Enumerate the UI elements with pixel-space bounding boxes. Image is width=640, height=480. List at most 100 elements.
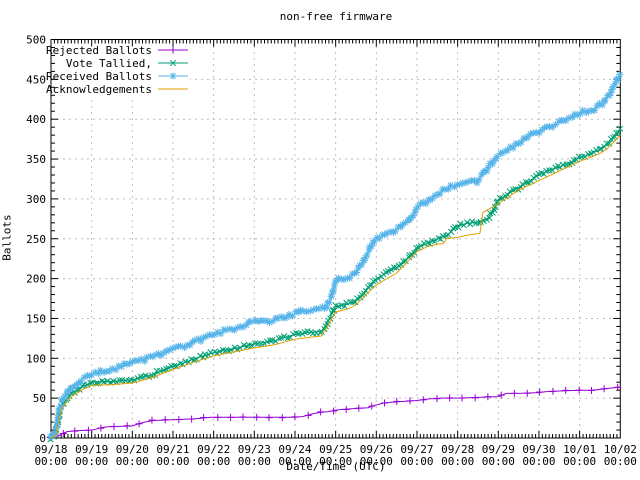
- marker-arm: [601, 143, 608, 151]
- x-tick-label-time: 00:00: [522, 455, 555, 468]
- marker-arm: [197, 352, 204, 359]
- marker-arm: [615, 129, 622, 136]
- marker-arm: [71, 389, 78, 396]
- marker-arm: [548, 167, 556, 174]
- marker-arm: [112, 366, 119, 373]
- x-tick-label-time: 00:00: [360, 455, 393, 468]
- series-line: [50, 386, 621, 439]
- marker-arm: [227, 346, 235, 354]
- marker-arm: [261, 340, 268, 347]
- legend-entry-label: Received Ballots: [46, 70, 152, 83]
- marker-arm: [574, 112, 581, 119]
- marker-arm: [563, 161, 570, 168]
- x-tick-label-time: 00:00: [441, 455, 474, 468]
- marker-arm: [577, 111, 584, 117]
- marker-arm: [87, 379, 94, 387]
- marker-arm: [341, 303, 348, 310]
- marker-arm: [280, 333, 288, 340]
- marker-arm: [338, 276, 345, 283]
- marker-arm: [546, 167, 553, 174]
- marker-arm: [78, 378, 85, 384]
- axis-ticks: [51, 39, 621, 438]
- marker-arm: [89, 379, 96, 386]
- marker-arm: [575, 153, 583, 160]
- x-tick-label-date: 10/01: [563, 443, 596, 456]
- marker-arm: [207, 349, 214, 356]
- marker-arm: [130, 377, 138, 384]
- marker-arm: [510, 145, 517, 152]
- y-tick-label: 500: [26, 34, 46, 47]
- series-line: [50, 134, 621, 439]
- marker-arm: [447, 182, 454, 189]
- marker-arm: [509, 186, 517, 193]
- marker-arm: [366, 282, 374, 289]
- marker-arm: [522, 178, 530, 186]
- marker-arm: [376, 235, 383, 242]
- marker-arm: [565, 114, 572, 121]
- y-tick-label: 250: [26, 233, 46, 246]
- marker-arm: [231, 327, 238, 334]
- series-received-ballots: [46, 71, 624, 441]
- marker-arm: [182, 358, 189, 365]
- y-tick-label: 0: [39, 432, 46, 445]
- marker-arm: [426, 240, 433, 247]
- marker-arm: [115, 362, 122, 369]
- y-tick-label: 300: [26, 193, 46, 206]
- marker-arm: [245, 342, 253, 349]
- legend-entry-label: Vote Tallied,: [66, 57, 152, 70]
- marker-arm: [451, 223, 459, 231]
- marker-arm: [468, 218, 476, 225]
- marker-arm: [362, 287, 370, 295]
- x-axis-label: Date/Time (UTC): [286, 460, 386, 473]
- y-tick-label: 50: [33, 392, 46, 405]
- x-tick-label-time: 00:00: [563, 455, 596, 468]
- marker-arm: [147, 353, 154, 360]
- marker-arm: [507, 143, 514, 150]
- marker-arm: [177, 360, 184, 367]
- marker-arm: [303, 308, 310, 315]
- marker-arm: [234, 324, 241, 331]
- x-tick-label-date: 09/25: [319, 443, 352, 456]
- marker-arm: [171, 362, 178, 369]
- marker-arm: [222, 347, 229, 354]
- marker-arm: [307, 328, 315, 336]
- marker-arm: [137, 373, 144, 380]
- marker-arm: [455, 224, 462, 231]
- marker-arm: [487, 160, 493, 167]
- marker-arm: [398, 261, 405, 268]
- marker-arm: [269, 337, 276, 344]
- marker-arm: [437, 190, 443, 197]
- marker-arm: [126, 377, 133, 384]
- x-tick-label-time: 00:00: [604, 455, 637, 468]
- marker-arm: [84, 381, 91, 389]
- x-tick-label-date: 09/28: [441, 443, 474, 456]
- x-tick-label-time: 00:00: [319, 455, 352, 468]
- marker-arm: [266, 337, 274, 344]
- marker-arm: [293, 329, 300, 337]
- marker-arm: [252, 317, 259, 324]
- marker-arm: [240, 341, 247, 349]
- marker-arm: [494, 198, 501, 205]
- marker-arm: [142, 372, 149, 379]
- marker-arm: [406, 252, 413, 259]
- marker-arm: [489, 209, 496, 216]
- marker-arm: [331, 283, 338, 289]
- marker-arm: [347, 298, 354, 305]
- marker-arm: [475, 219, 482, 227]
- legend-entry-label: Acknowledgements: [46, 83, 152, 96]
- y-tick-label: 350: [26, 153, 46, 166]
- marker-arm: [219, 346, 227, 354]
- grid-lines: [51, 39, 621, 438]
- marker-arm: [612, 80, 619, 87]
- marker-arm: [169, 345, 176, 352]
- x-tick-label-time: 00:00: [34, 455, 67, 468]
- marker-arm: [289, 313, 296, 320]
- marker-arm: [138, 356, 145, 362]
- x-tick-labels: 09/1800:0009/1900:0009/2000:0009/2100:00…: [34, 443, 636, 468]
- marker-arm: [512, 186, 519, 193]
- marker-arm: [278, 313, 285, 320]
- x-tick-label-date: 09/26: [360, 443, 393, 456]
- marker-arm: [591, 107, 598, 114]
- x-tick-label-date: 09/18: [34, 443, 67, 456]
